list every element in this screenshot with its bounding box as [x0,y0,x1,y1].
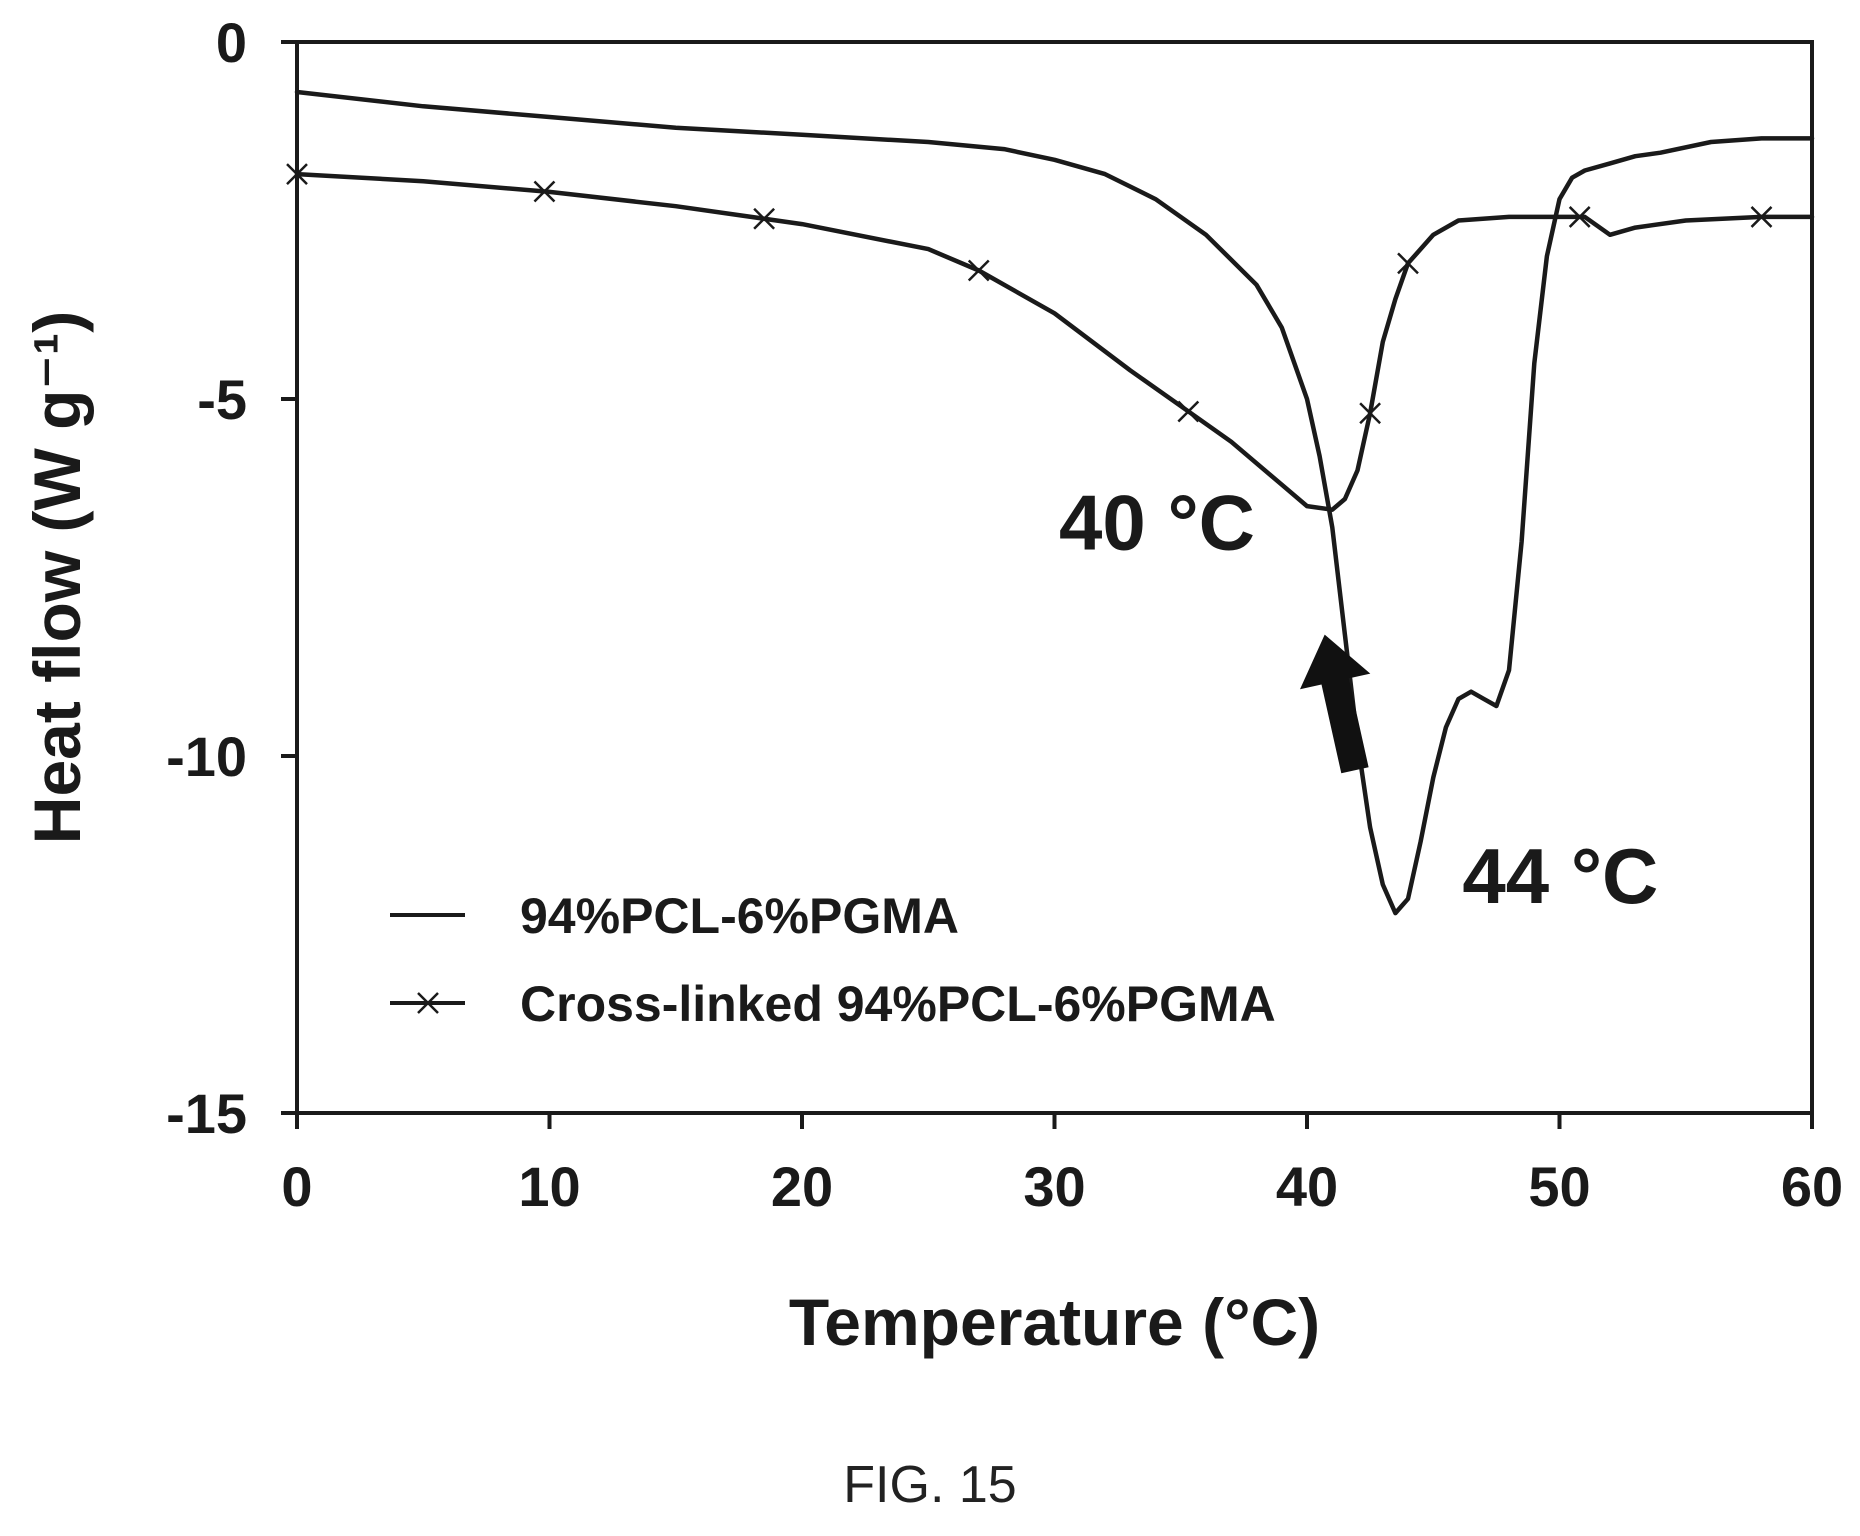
x-tick-label: 20 [771,1155,833,1218]
marker-stroke-b [1177,400,1200,423]
x-tick-label: 10 [518,1155,580,1218]
marker-stroke-b [753,207,776,230]
x-tick-label: 30 [1023,1155,1085,1218]
heat-flow-chart: 0 10 20 30 40 50 60 0 -5 -10 -15 Temperature (°C) He… [20,11,1843,1359]
marker-stroke-b [1750,206,1773,228]
legend-item: 94%PCL-6%PGMA [390,888,959,944]
legend-label: 94%PCL-6%PGMA [520,888,959,944]
y-tick-label: -15 [166,1082,247,1145]
y-tick-label: -10 [166,725,247,788]
series-marker [753,207,776,230]
series-crosslinked-pcl-pgma [286,163,1815,512]
axes-layer: 0 10 20 30 40 50 60 0 -5 -10 -15 Temperature (°C) He… [20,11,1843,1359]
y-axis-title: Heat flow (W g⁻¹) [20,311,94,844]
legend-item: Cross-linked 94%PCL-6%PGMA [390,976,1276,1032]
annotation-layer: 40 °C 44 °C [1059,479,1658,920]
series-marker [1750,206,1773,228]
series-marker [533,180,556,203]
series-marker [1359,402,1382,425]
annotation-arrow [1300,634,1371,774]
peak-label: 40 °C [1059,479,1255,567]
x-tick-label: 40 [1276,1155,1338,1218]
marker-stroke-b [417,992,439,1014]
legend-label: Cross-linked 94%PCL-6%PGMA [520,976,1276,1032]
series-marker [1397,252,1419,275]
series-marker [967,259,990,282]
series-marker [1568,206,1591,228]
marker-stroke-b [1568,206,1591,228]
marker-stroke-b [533,180,556,203]
legend: 94%PCL-6%PGMA Cross-linked 94%PCL-6%PGMA [390,888,1276,1032]
figure-caption: FIG. 15 [843,1456,1017,1514]
series-pcl-pgma [294,89,1815,916]
x-tick-label: 50 [1528,1155,1590,1218]
y-tick-label: 0 [216,11,247,74]
marker-stroke-b [286,163,308,185]
marker-stroke-b [967,259,990,282]
marker-stroke-b [1397,252,1419,275]
series-marker [1177,400,1200,423]
x-axis-title: Temperature (°C) [789,1285,1320,1359]
peak-label: 44 °C [1462,832,1658,920]
series-line [294,89,1815,916]
series-layer [286,89,1815,916]
series-line [294,171,1815,512]
y-tick-label: -5 [197,368,247,431]
marker-stroke-b [1359,402,1382,425]
x-tick-label: 0 [281,1155,312,1218]
series-marker [286,163,308,185]
plot-frame [295,40,1814,1115]
x-tick-label: 60 [1781,1155,1843,1218]
legend-swatch-marker [417,992,439,1014]
